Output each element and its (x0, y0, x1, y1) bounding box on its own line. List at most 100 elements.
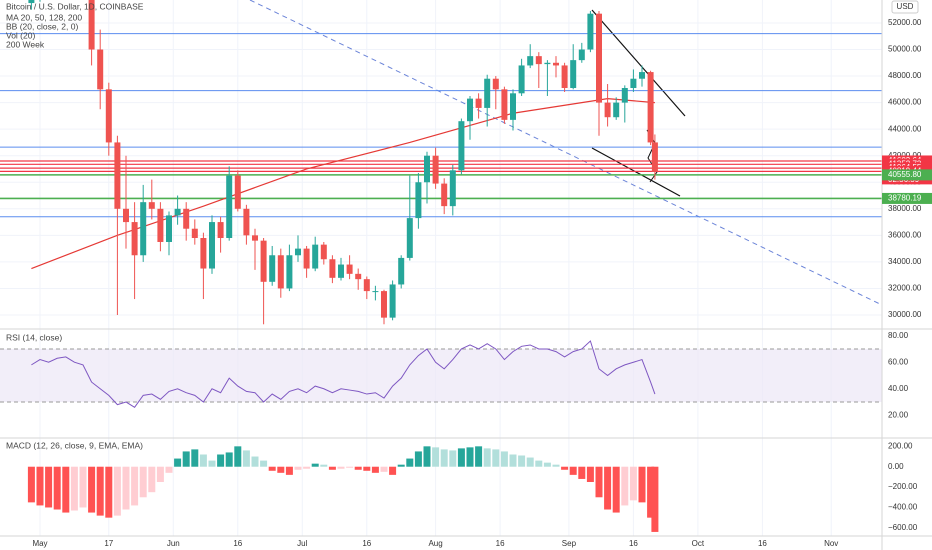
macd-bar (440, 449, 448, 467)
y-tick-label: 38000.00 (888, 204, 922, 213)
candle-body (363, 279, 370, 292)
candle-body (183, 208, 190, 229)
candle-body (510, 93, 516, 120)
macd-bar (260, 460, 268, 467)
macd-bar (294, 466, 302, 470)
candle-body (518, 65, 525, 94)
rsi-title: RSI (14, close) (6, 332, 62, 342)
candle-body (398, 257, 405, 285)
candle-body (226, 175, 233, 239)
macd-bar (371, 466, 379, 473)
macd-title: MACD (12, 26, close, 9, EMA, EMA) (6, 440, 143, 450)
macd-bar (53, 466, 61, 510)
candle-body (458, 121, 465, 171)
candle-body (535, 56, 542, 65)
candle-body (174, 208, 181, 216)
macd-bar (569, 466, 577, 475)
currency[interactable]: USD (897, 2, 914, 11)
macd-bar (27, 466, 35, 503)
rsi-band (0, 348, 882, 402)
candle-body (286, 255, 293, 289)
price-tag-label: 38780.19 (888, 194, 922, 203)
y-tick-label: 60.00 (888, 357, 909, 366)
indicator-label: Vol (20) (6, 30, 35, 40)
candle-body (613, 102, 620, 118)
candle-body (544, 62, 551, 65)
macd-bar (543, 462, 551, 467)
macd-bar (242, 450, 250, 467)
currency-box[interactable] (891, 0, 919, 14)
candle-body (484, 78, 491, 108)
candle-body (243, 208, 250, 236)
macd-bar (303, 466, 311, 469)
macd-bar (647, 466, 655, 518)
macd-bar (234, 446, 242, 467)
candle-body (88, 0, 95, 50)
y-tick-label: 48000.00 (888, 71, 922, 80)
candle-body (200, 238, 207, 269)
candle-body (501, 89, 508, 120)
candle-body (269, 255, 276, 282)
macd-bar (423, 446, 431, 467)
macd-bar (88, 466, 96, 513)
macd-bar (139, 466, 147, 498)
candle-body (441, 183, 448, 207)
candle-body (467, 98, 473, 122)
x-tick-label: 16 (496, 539, 505, 548)
macd-bar (500, 451, 508, 467)
candle-body (492, 78, 499, 90)
grid (0, 0, 882, 536)
macd-bar (36, 466, 44, 506)
y-tick-label: 34000.00 (888, 257, 922, 266)
candle-body (123, 208, 129, 223)
macd-bar (199, 454, 207, 467)
macd-bar (346, 466, 354, 468)
y-tick-label: 50000.00 (888, 45, 922, 54)
candle-body (346, 264, 353, 274)
candle-body (320, 244, 327, 260)
y-tick-label: 0.00 (888, 462, 904, 471)
macd-bar (62, 466, 70, 513)
candle-body (475, 98, 482, 108)
macd-bar (320, 464, 328, 467)
macd-bar (612, 466, 620, 513)
candle-body (131, 222, 138, 256)
candle-body (329, 259, 336, 278)
macd-bar (638, 466, 646, 503)
axes: May 17 Jun 16 Jul 16 Aug 16 Sep 16 Oct 16 Nov 52000.0… (32, 18, 932, 548)
macd-bar (509, 454, 517, 467)
y-tick-label: 80.00 (888, 331, 909, 340)
macd-bar (518, 455, 526, 467)
macd-bar (285, 466, 293, 475)
candle-body (295, 248, 301, 256)
macd-bar (174, 458, 182, 467)
candle-body (647, 72, 654, 143)
y-tick-label: 40.00 (888, 384, 909, 393)
macd-bar (96, 466, 104, 516)
y-tick-label: 46000.00 (888, 98, 922, 107)
y-tick-label: 36000.00 (888, 230, 922, 239)
macd-bar (526, 457, 534, 467)
price-pane (0, 0, 882, 325)
y-tick-label: 42000.00 (888, 151, 922, 160)
macd-bar (561, 466, 569, 470)
macd-bar (621, 466, 629, 506)
x-tick-label: May (32, 539, 47, 548)
indicator-label: BB (20, close, 2, 0) (6, 21, 78, 31)
macd-bar (122, 466, 130, 510)
macd-pane (27, 446, 659, 532)
macd-bar (578, 466, 586, 479)
candle-body (28, 0, 35, 4)
candle-body (252, 235, 258, 241)
macd-bar (113, 466, 121, 516)
candle-body (312, 244, 319, 269)
candle-body (338, 264, 344, 278)
macd-bar (105, 466, 113, 518)
y-tick-label: 52000.00 (888, 18, 922, 27)
macd-bar (225, 452, 233, 467)
macd-bar (217, 454, 225, 467)
candle-body (217, 222, 224, 239)
candle-body (114, 142, 121, 209)
